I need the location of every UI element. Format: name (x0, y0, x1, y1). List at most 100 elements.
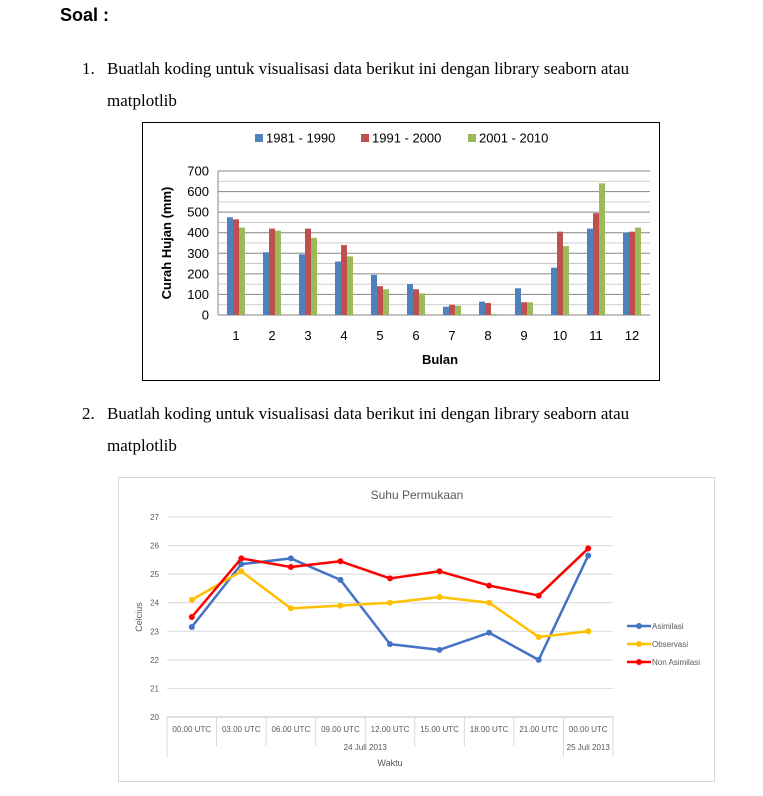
y-tick-label: 25 (150, 570, 159, 579)
bar (341, 245, 347, 315)
y-tick-label: 200 (187, 266, 209, 281)
legend-label: Observasi (652, 640, 688, 649)
bar (443, 306, 449, 315)
x-tick-label: 11 (589, 328, 603, 343)
data-point (387, 575, 393, 582)
series-line (190, 547, 590, 618)
legend-label: 1981 - 1990 (266, 131, 335, 146)
x-tick-label: 10 (553, 328, 567, 343)
legend-marker (636, 623, 642, 629)
legend-label: 2001 - 2010 (479, 131, 548, 146)
bar (263, 252, 269, 315)
y-tick-label: 20 (150, 713, 159, 722)
x-tick-label: 12 (625, 328, 639, 343)
legend-swatch (255, 134, 263, 142)
x-tick-label: 3 (304, 328, 311, 343)
legend-swatch (361, 134, 369, 142)
question-text-line2: matplotlib (107, 436, 177, 455)
y-tick-label: 300 (187, 246, 209, 261)
data-point (188, 596, 195, 603)
data-point (585, 552, 592, 559)
bar (515, 288, 521, 315)
bar (563, 246, 569, 315)
question-1: 1. Buatlah koding untuk visualisasi data… (82, 53, 722, 117)
data-point (337, 558, 344, 565)
x-group-label: 25 Juli 2013 (567, 743, 611, 752)
rainfall-bar-chart: 1981 - 1990 1991 - 2000 2001 - 2010 0 100 200… (142, 122, 660, 381)
y-tick-label: 600 (187, 184, 209, 199)
bar (239, 227, 245, 315)
data-point (188, 614, 195, 620)
data-point (287, 555, 294, 562)
legend-label: Non Asimilasi (652, 658, 700, 667)
bar (371, 274, 377, 315)
bar (455, 305, 461, 315)
bar (335, 261, 341, 315)
x-axis-title: Bulan (422, 352, 458, 367)
chart-title: Suhu Permukaan (371, 488, 464, 502)
data-point (337, 602, 344, 609)
x-tick-label: 00.00 UTC (569, 725, 608, 734)
data-point (436, 568, 443, 575)
bar (479, 301, 485, 315)
legend-marker (636, 641, 642, 647)
bar (419, 293, 425, 315)
bar (557, 231, 563, 315)
y-tick-label: 24 (150, 599, 159, 608)
y-tick-label: 22 (150, 656, 159, 665)
bar (383, 289, 389, 315)
bar (587, 228, 593, 315)
data-point (585, 628, 592, 635)
data-point (486, 629, 493, 636)
question-text-line1: Buatlah koding untuk visualisasi data be… (107, 404, 630, 423)
y-tick-label: 100 (187, 287, 209, 302)
bar (527, 302, 533, 315)
data-point (436, 594, 443, 600)
bar (275, 230, 281, 315)
x-tick-label: 06.00 UTC (272, 725, 311, 734)
bar (305, 228, 311, 315)
bar (551, 267, 557, 315)
bar (623, 232, 629, 315)
data-point (486, 599, 493, 606)
legend-marker (636, 659, 642, 665)
data-point (287, 605, 294, 612)
surface-temperature-line-chart: Suhu Permukaan 20 21 22 23 24 25 26 27 00.00 UTC 0… (118, 477, 715, 782)
question-text-line2: matplotlib (107, 91, 177, 110)
x-tick-label: 21.00 UTC (519, 725, 558, 734)
x-tick-label: 4 (340, 328, 347, 343)
data-point (387, 641, 393, 648)
x-tick-label: 12.00 UTC (371, 725, 410, 734)
bar (233, 219, 239, 315)
bar (413, 289, 419, 315)
x-axis-title: Waktu (377, 758, 402, 768)
bar (599, 183, 605, 315)
bar (449, 304, 455, 315)
x-tick-label: 8 (484, 328, 491, 343)
legend-label: Asimilasi (652, 622, 684, 631)
y-tick-label: 21 (150, 684, 159, 693)
y-tick-label: 26 (150, 542, 159, 551)
x-tick-label: 18.00 UTC (470, 725, 509, 734)
x-tick-label: 1 (232, 328, 239, 343)
data-point (486, 582, 493, 589)
surface-temperature-line-chart-svg: Suhu Permukaan 20 21 22 23 24 25 26 27 00.00 UTC 0… (134, 488, 700, 768)
bar (635, 227, 641, 315)
legend-swatch (468, 134, 476, 142)
x-tick-label: 6 (412, 328, 419, 343)
bar (593, 213, 599, 315)
y-axis-title: Celcius (134, 602, 144, 632)
x-tick-label: 2 (268, 328, 275, 343)
bar (485, 303, 491, 315)
data-point (535, 592, 542, 599)
data-point (436, 646, 443, 653)
x-tick-label: 5 (376, 328, 383, 343)
x-tick-label: 9 (520, 328, 527, 343)
bar (521, 302, 527, 315)
data-point (585, 545, 592, 552)
data-point (387, 599, 393, 606)
data-point (287, 564, 294, 570)
y-tick-label: 27 (150, 513, 159, 522)
legend-label: 1991 - 2000 (372, 131, 441, 146)
bar (311, 237, 317, 315)
